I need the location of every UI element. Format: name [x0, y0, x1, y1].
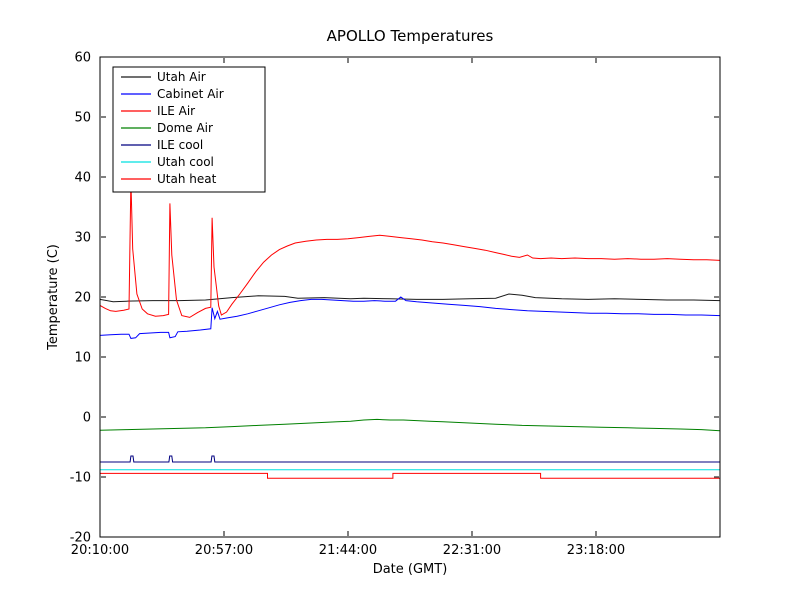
y-tick-label: 30 — [74, 231, 91, 246]
series-utah-heat — [100, 472, 720, 479]
y-tick-label: 10 — [74, 351, 91, 366]
x-tick-label: 21:44:00 — [319, 543, 377, 558]
plot-area: -20 -10 0 10 20 30 40 50 60 20:10:00 20:57:00 21:44… — [70, 51, 721, 558]
y-tick-label: 0 — [83, 411, 91, 426]
legend-label: Utah Air — [157, 70, 206, 84]
x-tick-label: 20:57:00 — [195, 543, 253, 558]
y-tick-label: -20 — [70, 531, 91, 546]
legend-label: Utah heat — [157, 172, 217, 186]
series-ile-cool — [100, 455, 720, 463]
series-dome-air — [99, 418, 721, 432]
series-cabinet-air — [99, 296, 721, 339]
legend-label: Utah cool — [157, 155, 214, 169]
x-tick-label: 22:31:00 — [443, 543, 501, 558]
legend-label: ILE cool — [157, 138, 203, 152]
y-tick-label: 40 — [74, 171, 91, 186]
x-tick-label: 20:10:00 — [71, 543, 129, 558]
x-axis-label: Date (GMT) — [373, 562, 448, 577]
plot-frame — [99, 56, 721, 538]
y-tick-label: 50 — [74, 111, 91, 126]
y-tick-label: 20 — [74, 291, 91, 306]
legend-label: Cabinet Air — [157, 87, 224, 101]
y-tick-label: -10 — [70, 471, 91, 486]
y-tick-label: 60 — [74, 51, 91, 66]
legend-box — [112, 66, 266, 193]
x-tick-label: 23:18:00 — [567, 543, 625, 558]
chart-title: APOLLO Temperatures — [327, 27, 494, 45]
series-ile-air — [99, 179, 721, 318]
y-axis-label: Temperature (C) — [46, 244, 61, 351]
legend-label: ILE Air — [157, 104, 195, 118]
legend-label: Dome Air — [157, 121, 213, 135]
